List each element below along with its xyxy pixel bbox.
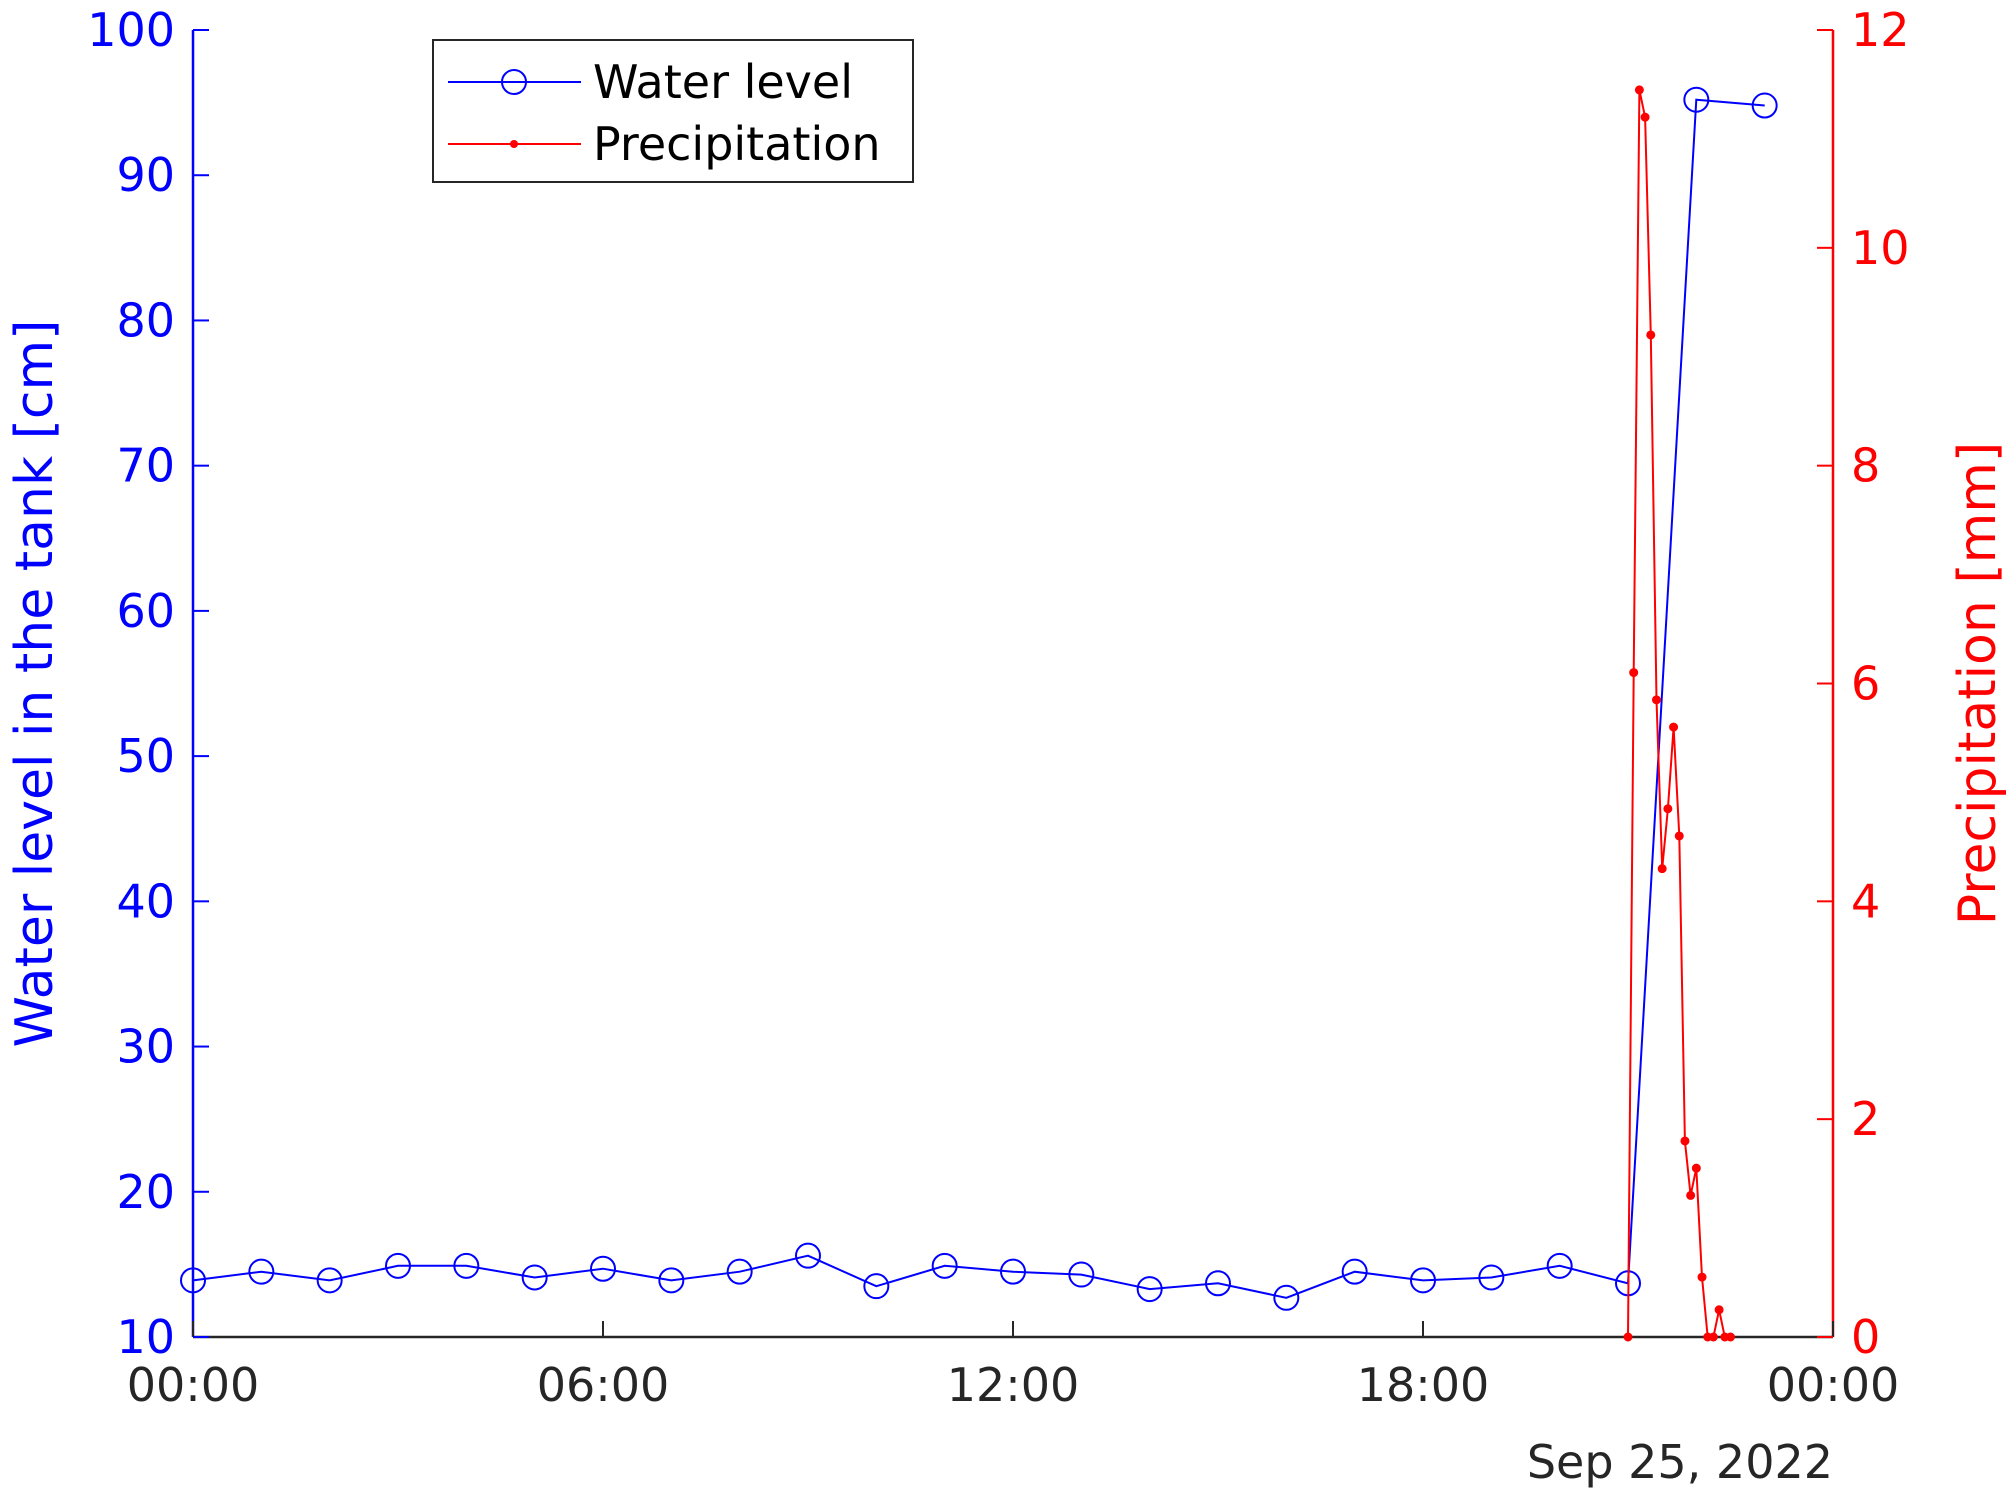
y-left-tick-label: 80: [116, 293, 175, 347]
y-left-tick-label: 100: [87, 3, 175, 57]
water-level-point: [385, 1252, 411, 1279]
x-tick-label: 00:00: [1767, 1358, 1900, 1412]
water-level-point: [1136, 1276, 1163, 1303]
water-level-point: [453, 1252, 480, 1279]
x-tick-label: 00:00: [127, 1358, 260, 1412]
water-level-point: [521, 1264, 548, 1291]
x-tick-label: 06:00: [537, 1358, 670, 1412]
water-level-point: [931, 1252, 958, 1279]
y-left-tick-label: 50: [116, 729, 175, 783]
water-level-series: [180, 86, 1778, 1311]
water-level-point: [795, 1242, 821, 1269]
x-tick-label: 18:00: [1357, 1358, 1490, 1412]
water-level-point: [863, 1273, 890, 1300]
precipitation-point: [1629, 668, 1639, 678]
precipitation-point: [1669, 722, 1679, 732]
precipitation-point: [1640, 112, 1650, 122]
y-left-tick-label: 60: [116, 584, 175, 638]
water-level-point: [1410, 1267, 1436, 1294]
precipitation-line: [1627, 89, 1731, 1338]
water-level-point: [1751, 92, 1778, 119]
water-level-point: [1205, 1270, 1231, 1297]
x-tick-label: 12:00: [947, 1358, 1080, 1412]
water-level-point: [726, 1258, 753, 1285]
water-level-point: [248, 1258, 275, 1285]
precipitation-point: [1708, 1332, 1718, 1342]
y-left-tick-label: 20: [116, 1165, 175, 1219]
precipitation-point: [1651, 695, 1661, 705]
y-right-tick-label: 0: [1851, 1310, 1880, 1364]
precipitation-point: [1646, 330, 1656, 340]
water-level-point: [316, 1267, 343, 1294]
legend-water-level-marker: [501, 69, 527, 95]
water-level-point: [658, 1267, 685, 1294]
water-level-point: [1683, 86, 1710, 113]
water-level-point: [1341, 1258, 1368, 1285]
precipitation-point: [1674, 831, 1684, 841]
water-level-point: [1478, 1264, 1505, 1291]
y-left-tick-label: 10: [116, 1310, 175, 1364]
water-level-point: [590, 1255, 616, 1282]
legend-box: [432, 39, 914, 183]
precipitation-point: [1663, 804, 1673, 814]
y-left-tick-label: 30: [116, 1020, 175, 1074]
date-label: Sep 25, 2022: [1527, 1435, 1833, 1489]
precipitation-point: [1680, 1136, 1690, 1146]
y-left-tick-label: 40: [116, 874, 175, 928]
precipitation-point: [1634, 85, 1644, 95]
y-right-axis-title: Precipitation [mm]: [1948, 442, 2008, 925]
water-level-point: [1000, 1258, 1026, 1285]
y-right-tick-label: 4: [1851, 874, 1880, 928]
precipitation-point: [1691, 1163, 1701, 1173]
legend-precipitation-label: Precipitation: [593, 117, 881, 171]
water-level-point: [180, 1267, 206, 1294]
precipitation-point: [1726, 1332, 1735, 1342]
legend-water-level-label: Water level: [593, 55, 853, 109]
y-left-tick-label: 70: [116, 439, 175, 493]
y-right-tick-label: 8: [1851, 439, 1880, 493]
y-right-tick-label: 12: [1851, 3, 1910, 57]
y-right-tick-label: 10: [1851, 221, 1910, 275]
water-level-point: [1273, 1284, 1300, 1311]
precipitation-point: [1686, 1190, 1696, 1200]
precipitation-point: [1697, 1272, 1707, 1282]
water-level-point: [1546, 1252, 1573, 1279]
y-left-tick-label: 90: [116, 148, 175, 202]
precipitation-point: [1657, 864, 1667, 874]
precipitation-point: [1714, 1305, 1724, 1315]
water-level-point: [1068, 1261, 1095, 1288]
legend-precipitation-marker: [510, 140, 518, 148]
axes: 00:00 06:00 12:00 18:00 00:00 Sep 25, 2022 10 2…: [5, 3, 2008, 1489]
y-right-tick-label: 2: [1851, 1092, 1880, 1146]
precipitation-series: [1623, 85, 1735, 1342]
water-level-line: [192, 98, 1765, 1299]
precipitation-point: [1623, 1332, 1633, 1342]
y-right-tick-label: 6: [1851, 657, 1880, 711]
y-left-axis-title: Water level in the tank [cm]: [5, 320, 65, 1048]
legend: Water level Precipitation: [432, 39, 914, 183]
